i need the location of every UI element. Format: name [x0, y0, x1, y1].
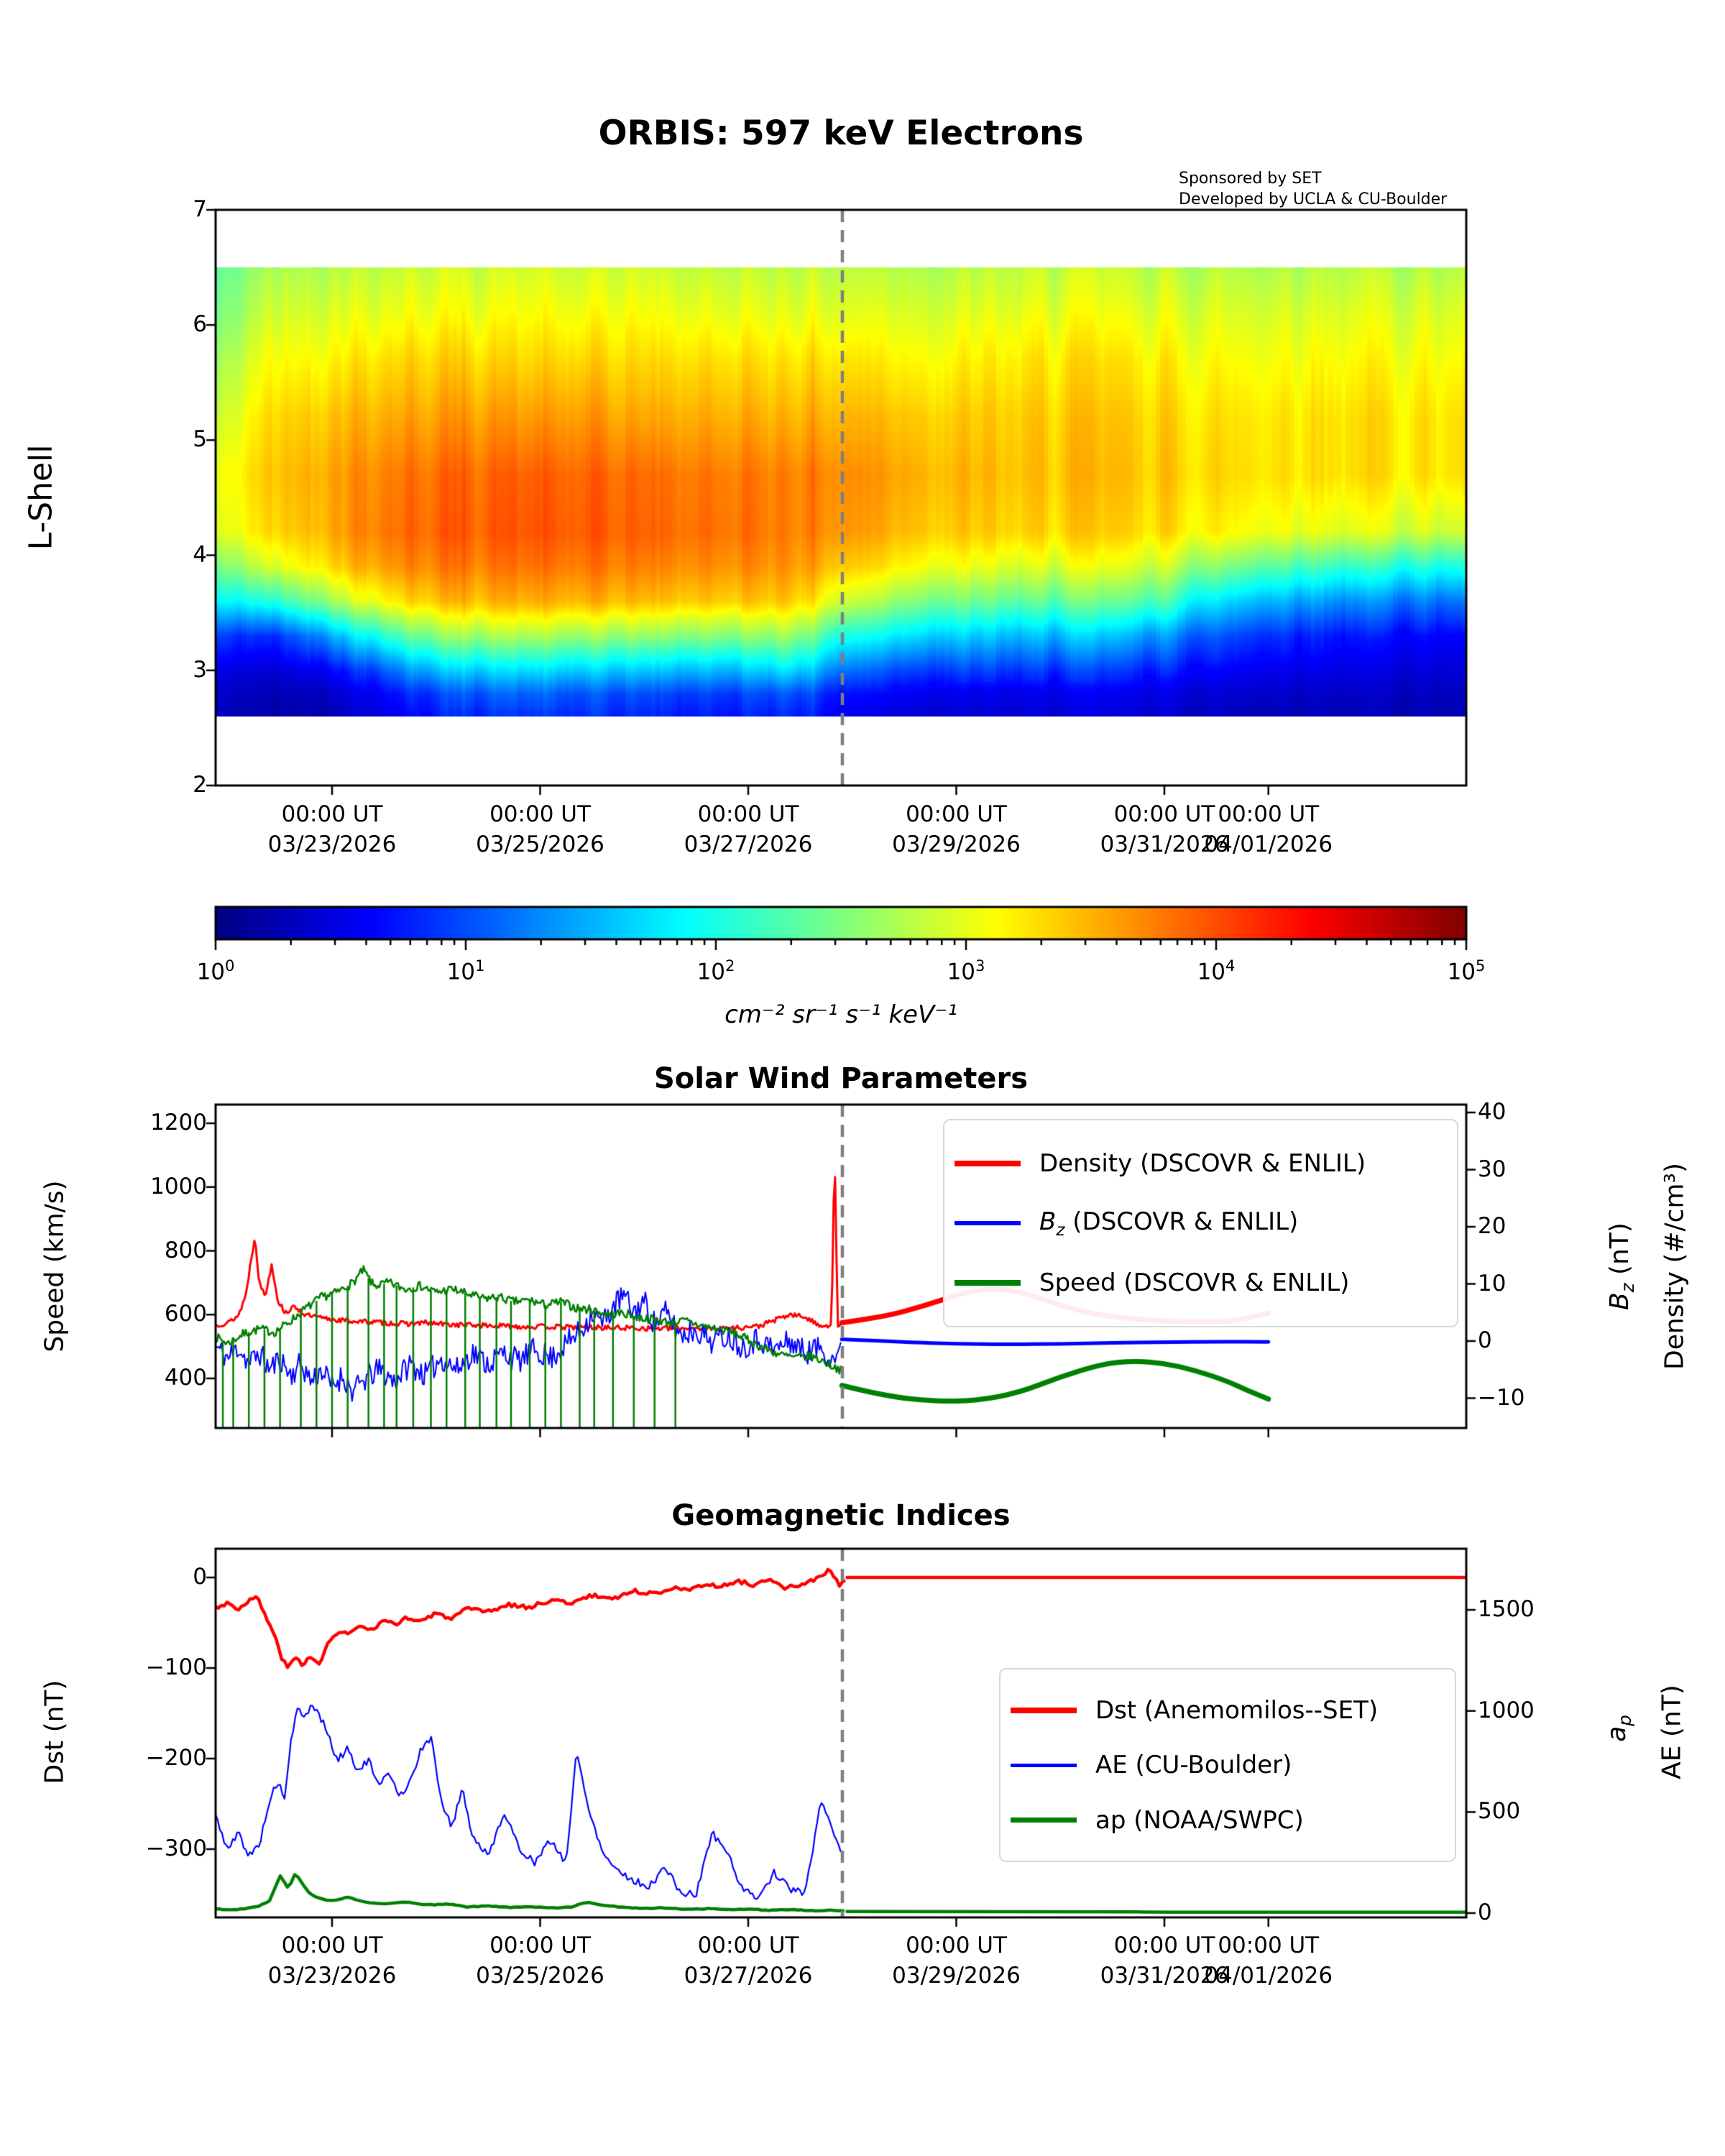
y-tick-label-ae: 1000	[1478, 1697, 1535, 1723]
y-tick-label-ae: 0	[1478, 1899, 1492, 1925]
panel-title-geomagnetic: Geomagnetic Indices	[671, 1499, 1011, 1532]
y-tick-label-speed: 1000	[150, 1173, 207, 1199]
y-tick-label-dst: −100	[145, 1654, 207, 1680]
legend-swatch	[954, 1220, 1021, 1225]
legend-item-label: Dst (Anemomilos--SET)	[1095, 1695, 1379, 1725]
legend-item: Speed (DSCOVR & ENLIL)	[944, 1268, 1457, 1297]
colorbar-tick-label: 102	[696, 957, 735, 985]
x-tick-label-bottom: 00:00 UT 03/25/2026	[476, 1932, 604, 1989]
legend-item-label: ap (NOAA/SWPC)	[1095, 1805, 1304, 1835]
credits: Sponsored by SET Developed by UCLA & CU-…	[1179, 168, 1447, 210]
y-tick-label-lshell: 5	[193, 426, 207, 453]
y-tick-label-lshell: 6	[193, 311, 207, 338]
y-tick-label-lshell: 2	[193, 772, 207, 798]
colorbar-tick-label: 101	[446, 957, 485, 985]
legend-item: AE (CU-Boulder)	[1000, 1751, 1455, 1779]
y-tick-label-ae: 1500	[1478, 1596, 1535, 1623]
ylabel-lshell: L-Shell	[22, 444, 60, 550]
legend-item-label: AE (CU-Boulder)	[1095, 1751, 1292, 1779]
x-tick-label-top: 00:00 UT 03/23/2026	[267, 801, 397, 857]
y-tick-label-lshell: 4	[193, 541, 207, 568]
legend-item: Density (DSCOVR & ENLIL)	[944, 1149, 1457, 1178]
x-tick-label-top: 00:00 UT 03/29/2026	[892, 801, 1021, 857]
ylabel-density: Density (#/cm³)	[1660, 1163, 1690, 1370]
y-tick-label-dst: −300	[145, 1835, 207, 1861]
y-tick-label-dst: −200	[145, 1745, 207, 1771]
ylabel-bz: Bz (nT)	[1604, 1222, 1639, 1310]
y-tick-label-bz: 40	[1478, 1099, 1506, 1125]
y-tick-label-bz: 20	[1478, 1213, 1506, 1239]
y-tick-label-bz: −10	[1478, 1384, 1525, 1411]
y-tick-label-speed: 1200	[150, 1110, 207, 1135]
x-tick-label-bottom: 00:00 UT 03/31/2026	[1100, 1932, 1229, 1989]
x-tick-label-top: 00:00 UT 03/25/2026	[476, 801, 604, 857]
y-tick-label-bz: 0	[1478, 1327, 1492, 1353]
legend-solar-wind: Density (DSCOVR & ENLIL) Bz (DSCOVR & ENL…	[943, 1119, 1458, 1327]
legend-item: Bz (DSCOVR & ENLIL)	[944, 1207, 1457, 1240]
legend-item-label: Speed (DSCOVR & ENLIL)	[1039, 1268, 1350, 1297]
x-tick-label-bottom: 00:00 UT 03/23/2026	[267, 1932, 397, 1989]
y-tick-label-ae: 500	[1478, 1798, 1521, 1825]
legend-item: ap (NOAA/SWPC)	[1000, 1806, 1455, 1835]
x-tick-label-top: 00:00 UT 04/01/2026	[1204, 801, 1333, 857]
legend-swatch	[954, 1279, 1021, 1286]
y-tick-label-dst: 0	[193, 1564, 207, 1590]
page-title: ORBIS: 597 keV Electrons	[598, 114, 1084, 153]
legend-swatch	[1011, 1818, 1077, 1823]
legend-swatch	[1011, 1763, 1077, 1767]
credits-line-1: Sponsored by SET	[1179, 170, 1322, 188]
x-tick-label-top: 00:00 UT 03/31/2026	[1100, 801, 1229, 857]
ylabel-ap: ap	[1601, 1715, 1636, 1742]
legend-item: Dst (Anemomilos--SET)	[1000, 1696, 1455, 1725]
y-tick-label-lshell: 3	[193, 656, 207, 683]
legend-item-label: Bz (DSCOVR & ENLIL)	[1039, 1207, 1299, 1240]
colorbar-tick-label: 103	[947, 957, 985, 985]
x-tick-label-bottom: 00:00 UT 04/01/2026	[1204, 1932, 1333, 1989]
y-tick-label-speed: 600	[164, 1301, 207, 1327]
credits-line-2: Developed by UCLA & CU-Boulder	[1179, 190, 1448, 208]
ylabel-speed: Speed (km/s)	[40, 1180, 70, 1353]
legend-swatch	[1011, 1707, 1077, 1713]
y-tick-label-speed: 400	[164, 1365, 207, 1391]
y-tick-label-speed: 800	[164, 1237, 207, 1263]
legend-geomagnetic: Dst (Anemomilos--SET) AE (CU-Boulder) ap (…	[999, 1668, 1456, 1862]
colorbar-unit-label: cm⁻² sr⁻¹ s⁻¹ keV⁻¹	[724, 1000, 957, 1029]
ylabel-ae: AE (nT)	[1657, 1685, 1687, 1779]
panel-title-solar-wind: Solar Wind Parameters	[653, 1062, 1029, 1095]
ylabel-dst: Dst (nT)	[40, 1680, 70, 1784]
y-tick-label-lshell: 7	[193, 196, 207, 222]
legend-swatch	[954, 1161, 1021, 1167]
colorbar-tick-label: 105	[1447, 957, 1486, 985]
colorbar-tick-label: 100	[196, 957, 235, 985]
y-tick-label-bz: 10	[1478, 1270, 1506, 1296]
legend-item-label: Density (DSCOVR & ENLIL)	[1039, 1149, 1366, 1179]
x-tick-label-bottom: 00:00 UT 03/27/2026	[684, 1932, 813, 1989]
colorbar-tick-label: 104	[1197, 957, 1236, 985]
x-tick-label-bottom: 00:00 UT 03/29/2026	[892, 1932, 1021, 1989]
y-tick-label-bz: 30	[1478, 1156, 1506, 1182]
x-tick-label-top: 00:00 UT 03/27/2026	[684, 801, 813, 857]
